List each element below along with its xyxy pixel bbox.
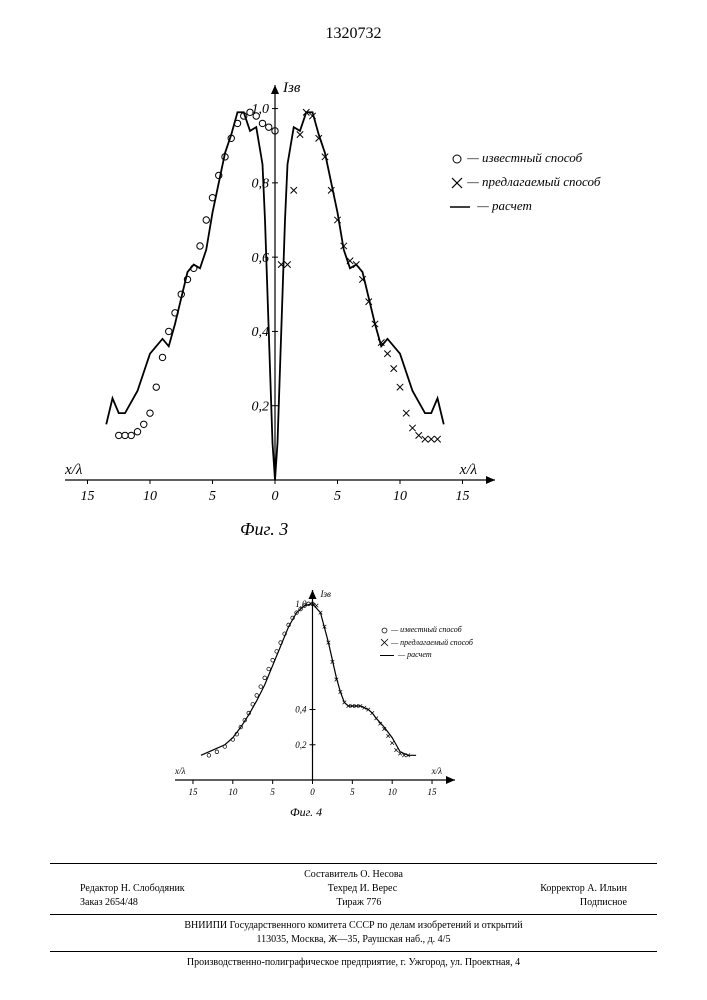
footer-org2: 113035, Москва, Ж—35, Раушская наб., д. … xyxy=(50,933,657,947)
footer-subscription: Подписное xyxy=(580,896,627,910)
svg-text:5: 5 xyxy=(334,489,341,504)
fig3-chart: 151050510150,20,40,60,81,0Iзвx/λx/λ xyxy=(40,65,500,525)
svg-text:x/λ: x/λ xyxy=(431,766,442,776)
footer-corrector: Корректор А. Ильин xyxy=(540,882,627,896)
svg-text:Iзв: Iзв xyxy=(282,80,301,96)
footer-compiler: Составитель О. Несова xyxy=(50,868,657,882)
legend-line: — расчет xyxy=(450,198,600,214)
fig3-legend: — известный способ — предлагаемый способ… xyxy=(450,150,600,222)
svg-text:15: 15 xyxy=(188,787,198,797)
footer-org3: Производственно-полиграфическое предприя… xyxy=(50,956,657,970)
svg-text:0,2: 0,2 xyxy=(252,399,270,414)
svg-text:1,0: 1,0 xyxy=(252,102,270,117)
svg-text:15: 15 xyxy=(428,787,438,797)
legend4-cross-label: — предлагаемый способ xyxy=(391,638,473,647)
svg-text:10: 10 xyxy=(228,787,238,797)
fig4-caption: Фиг. 4 xyxy=(290,805,322,820)
fig3-caption: Фиг. 3 xyxy=(240,519,288,540)
svg-text:10: 10 xyxy=(393,489,407,504)
legend-cross-label: — предлагаемый способ xyxy=(467,174,600,189)
svg-text:0,4: 0,4 xyxy=(295,705,307,715)
legend-cross: — предлагаемый способ xyxy=(450,174,600,190)
svg-text:0,8: 0,8 xyxy=(252,177,270,192)
legend4-circle: — известный способ xyxy=(380,625,473,635)
footer: Составитель О. Несова Редактор Н. Слобод… xyxy=(50,859,657,970)
svg-text:0: 0 xyxy=(272,489,279,504)
legend4-circle-label: — известный способ xyxy=(391,625,462,634)
svg-text:Iзв: Iзв xyxy=(320,589,332,599)
fig4-chart: 151050510150,20,41,0Iзвx/λx/λ xyxy=(160,580,460,810)
legend4-cross: — предлагаемый способ xyxy=(380,638,473,648)
footer-editor: Редактор Н. Слободяник xyxy=(80,882,185,896)
svg-text:10: 10 xyxy=(143,489,157,504)
legend-circle: — известный способ xyxy=(450,150,600,166)
footer-tirage: Тираж 776 xyxy=(336,896,381,910)
fig4-legend: — известный способ — предлагаемый способ… xyxy=(380,625,473,663)
svg-text:0,4: 0,4 xyxy=(252,325,270,340)
svg-text:15: 15 xyxy=(456,489,470,504)
svg-text:5: 5 xyxy=(350,787,355,797)
svg-text:0: 0 xyxy=(310,787,315,797)
svg-text:x/λ: x/λ xyxy=(174,766,185,776)
svg-text:x/λ: x/λ xyxy=(459,462,478,478)
svg-text:5: 5 xyxy=(270,787,275,797)
footer-techred: Техред И. Верес xyxy=(328,882,397,896)
svg-text:5: 5 xyxy=(209,489,216,504)
svg-text:10: 10 xyxy=(388,787,398,797)
legend-circle-label: — известный способ xyxy=(467,150,582,165)
legend4-line-label: — расчет xyxy=(398,650,432,659)
legend4-line: — расчет xyxy=(380,650,473,660)
page-number: 1320732 xyxy=(326,25,382,43)
fig4-container: 151050510150,20,41,0Iзвx/λx/λ Фиг. 4 xyxy=(160,580,460,810)
svg-text:15: 15 xyxy=(81,489,95,504)
svg-text:0,2: 0,2 xyxy=(295,740,307,750)
fig3-container: 151050510150,20,40,60,81,0Iзвx/λx/λ Фиг.… xyxy=(40,65,500,525)
footer-order: Заказ 2654/48 xyxy=(80,896,138,910)
svg-text:x/λ: x/λ xyxy=(64,462,83,478)
footer-org1: ВНИИПИ Государственного комитета СССР по… xyxy=(50,919,657,933)
legend-line-label: — расчет xyxy=(477,198,532,213)
